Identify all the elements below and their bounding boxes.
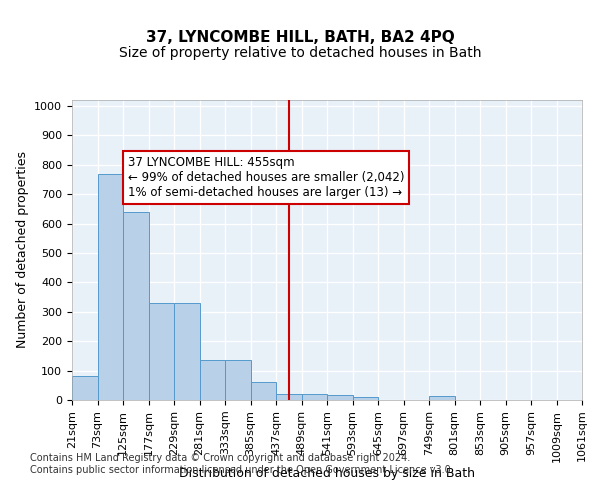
Bar	[429, 396, 455, 400]
Bar	[276, 394, 302, 400]
Bar	[353, 397, 378, 400]
Text: Size of property relative to detached houses in Bath: Size of property relative to detached ho…	[119, 46, 481, 60]
Bar	[72, 376, 97, 400]
Bar	[225, 360, 251, 400]
Bar	[123, 212, 149, 400]
Bar	[251, 382, 276, 400]
Text: 37 LYNCOMBE HILL: 455sqm
← 99% of detached houses are smaller (2,042)
1% of semi: 37 LYNCOMBE HILL: 455sqm ← 99% of detach…	[128, 156, 404, 199]
X-axis label: Distribution of detached houses by size in Bath: Distribution of detached houses by size …	[179, 467, 475, 480]
Y-axis label: Number of detached properties: Number of detached properties	[16, 152, 29, 348]
Bar	[199, 360, 225, 400]
Bar	[149, 303, 174, 400]
Text: 37, LYNCOMBE HILL, BATH, BA2 4PQ: 37, LYNCOMBE HILL, BATH, BA2 4PQ	[146, 30, 454, 45]
Bar	[174, 303, 199, 400]
Bar	[97, 174, 123, 400]
Bar	[302, 394, 327, 400]
Text: Contains HM Land Registry data © Crown copyright and database right 2024.
Contai: Contains HM Land Registry data © Crown c…	[30, 454, 454, 475]
Bar	[327, 394, 353, 400]
